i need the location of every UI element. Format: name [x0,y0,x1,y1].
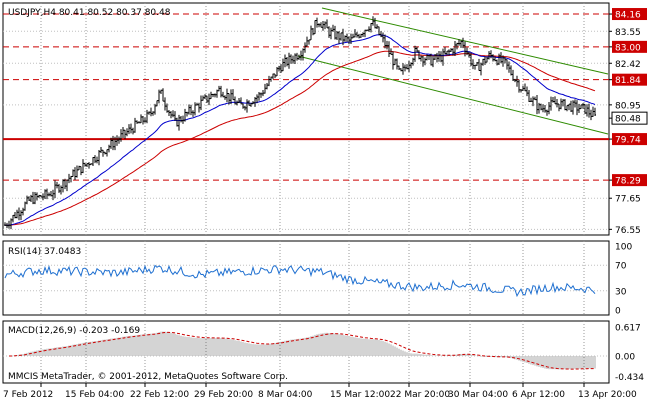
price-panel-frame [2,2,610,236]
macd-label: MACD(12,26,9) -0.203 -0.169 [8,326,140,336]
macd-signal-line [9,331,595,370]
price-bars [4,16,596,230]
time-axis: 7 Feb 2012 15 Feb 04:00 22 Feb 12:00 29 Feb… [3,383,637,400]
rsi-axis-label: 0 [615,307,621,317]
rsi-panel[interactable]: RSI(14) 37.0483 [2,240,610,316]
time-axis-label: 6 Apr 12:00 [512,390,565,400]
price-axis-label: 83.55 [615,28,641,38]
macd-axis-label: 0.00 [615,353,635,363]
time-axis-label: 15 Feb 04:00 [65,390,124,400]
time-axis-label: 8 Mar 04:00 [258,390,313,400]
price-grid [3,3,609,235]
moving-average-slow [5,50,596,226]
time-axis-label: 30 Mar 04:00 [448,390,508,400]
rsi-axis-label: 100 [615,243,632,253]
time-axis-label: 13 Apr 20:00 [578,390,637,400]
macd-panel[interactable]: MACD(12,26,9) -0.203 -0.169 MMCIS MetaTr… [2,320,610,384]
time-axis-label: 29 Feb 20:00 [194,390,253,400]
price-level-tag [612,133,647,146]
price-levels [3,13,609,181]
trend-channel [297,7,609,135]
price-axis-label: 76.55 [615,226,641,236]
macd-histogram [8,331,596,370]
price-level-label: 78.29 [615,177,641,187]
price-level-label: 81.84 [615,76,641,86]
rsi-line [4,264,596,298]
channel-upper-line [321,7,609,75]
price-level-tag [612,8,647,21]
price-level-tag [612,73,647,86]
price-axis-label: 77.65 [615,195,641,205]
rsi-label: RSI(14) 37.0483 [8,247,81,257]
time-axis-label: 22 Feb 12:00 [130,390,189,400]
rsi-axis: 100 70 30 0 [615,243,632,317]
symbol-header: USDJPY,H4 80.41 80.52 80.37 80.48 [8,8,171,18]
price-axis: 84.16 83.55 83.00 82.42 81.84 80.95 80.48 79.74… [609,8,648,236]
rsi-axis-label: 30 [615,287,627,297]
macd-axis-label: 0.617 [615,324,641,334]
macd-panel-frame [2,320,610,384]
price-axis-label: 82.42 [615,60,641,70]
macd-axis-label: -0.434 [615,373,644,383]
current-price-label: 80.48 [615,115,641,125]
price-panel[interactable]: USDJPY,H4 80.41 80.52 80.37 80.48 [2,2,610,236]
rsi-panel-frame [2,240,610,316]
price-level-label: 79.74 [615,136,641,146]
moving-average-fast [5,34,596,226]
price-axis-label: 80.95 [615,101,641,111]
channel-lower-line [297,55,609,135]
price-level-tag [612,174,647,187]
rsi-grid [3,241,609,315]
time-axis-label: 7 Feb 2012 [3,390,53,400]
time-axis-label: 22 Mar 20:00 [390,390,450,400]
watermark: MMCIS MetaTrader, © 2001-2012, MetaQuote… [8,372,288,382]
rsi-axis-label: 70 [615,262,627,272]
price-level-label: 84.16 [615,11,641,21]
price-level-tag [612,40,647,53]
current-price-tag [611,111,648,125]
price-level-label: 83.00 [615,43,641,53]
macd-axis: 0.617 0.00 -0.434 [615,324,644,383]
time-axis-label: 15 Mar 12:00 [330,390,390,400]
